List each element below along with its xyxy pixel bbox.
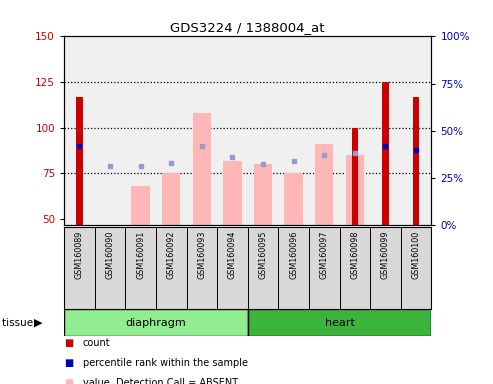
Text: GSM160091: GSM160091: [136, 231, 145, 279]
Bar: [254, 164, 272, 225]
Bar: [223, 161, 242, 225]
Text: heart: heart: [324, 318, 354, 328]
Bar: [64, 309, 247, 336]
Text: value, Detection Call = ABSENT: value, Detection Call = ABSENT: [83, 378, 238, 384]
Text: ■: ■: [64, 358, 73, 368]
Text: GSM160098: GSM160098: [351, 231, 359, 279]
Text: GSM160094: GSM160094: [228, 231, 237, 279]
Bar: [284, 174, 303, 225]
Text: tissue: tissue: [2, 318, 37, 328]
Text: GSM160090: GSM160090: [106, 231, 114, 279]
Text: GSM160095: GSM160095: [258, 231, 268, 279]
Text: percentile rank within the sample: percentile rank within the sample: [83, 358, 248, 368]
Bar: [315, 144, 333, 225]
Bar: [352, 128, 358, 225]
Bar: [382, 82, 388, 225]
Bar: [247, 309, 431, 336]
Text: count: count: [83, 338, 110, 348]
Bar: [76, 97, 83, 225]
Bar: [413, 97, 419, 225]
Text: ▶: ▶: [34, 318, 42, 328]
Bar: [346, 155, 364, 225]
Text: ■: ■: [64, 378, 73, 384]
Text: ■: ■: [64, 338, 73, 348]
Text: GSM160089: GSM160089: [75, 231, 84, 279]
Text: GSM160093: GSM160093: [197, 231, 207, 279]
Text: GSM160096: GSM160096: [289, 231, 298, 279]
Text: GSM160099: GSM160099: [381, 231, 390, 279]
Text: GSM160092: GSM160092: [167, 231, 176, 279]
Text: GSM160100: GSM160100: [412, 231, 421, 279]
Bar: [193, 113, 211, 225]
Title: GDS3224 / 1388004_at: GDS3224 / 1388004_at: [171, 21, 325, 34]
Bar: [162, 174, 180, 225]
Text: GSM160097: GSM160097: [320, 231, 329, 279]
Bar: [132, 186, 150, 225]
Text: diaphragm: diaphragm: [126, 318, 186, 328]
